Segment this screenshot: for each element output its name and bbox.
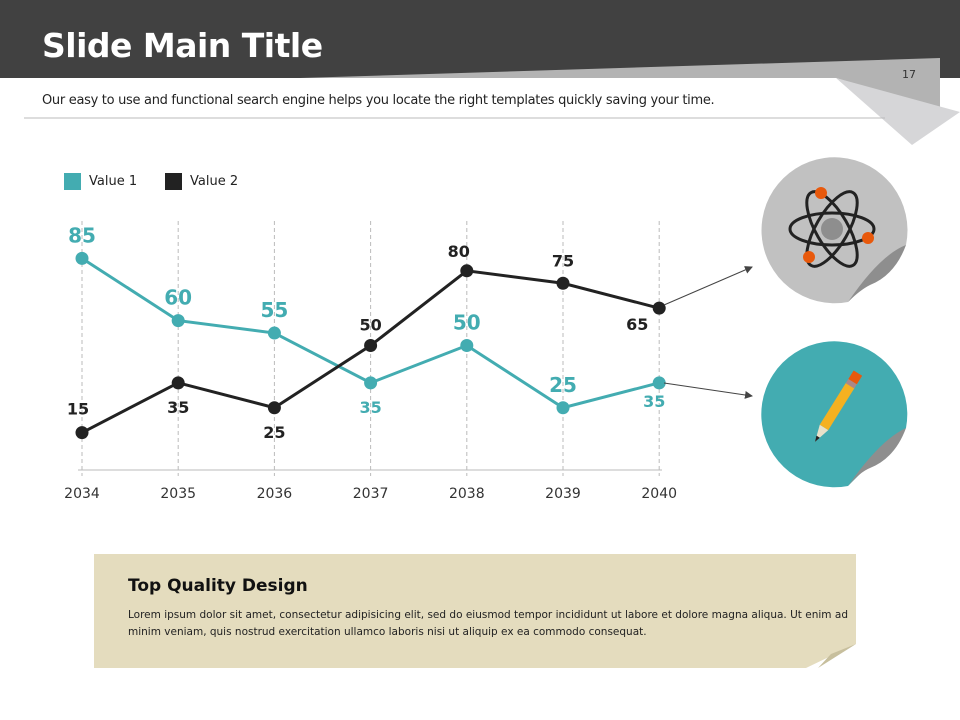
- arrow-to-pencil: [663, 382, 753, 399]
- data-label: 50: [359, 316, 381, 335]
- legend-value1: Value 1: [64, 173, 137, 190]
- legend-label: Value 1: [89, 174, 138, 189]
- data-point: [171, 376, 185, 390]
- data-point: [267, 326, 281, 340]
- data-label: 65: [626, 315, 648, 334]
- data-label: 35: [359, 398, 381, 417]
- pencil-sticker: [761, 341, 908, 488]
- textbox-heading: Top Quality Design: [128, 576, 308, 596]
- data-point: [652, 376, 666, 390]
- data-label: 35: [167, 398, 189, 417]
- data-point: [364, 339, 378, 352]
- x-tick-label: 2035: [160, 486, 196, 502]
- page-number: 17: [902, 68, 916, 81]
- legend-label: Value 2: [190, 174, 239, 189]
- data-label: 25: [549, 373, 577, 397]
- x-tick-label: 2034: [64, 486, 100, 502]
- data-label: 35: [643, 392, 665, 411]
- data-point: [556, 276, 570, 290]
- page-title: Slide Main Title: [42, 26, 323, 65]
- textbox-body: Lorem ipsum dolor sit amet, consectetur …: [128, 609, 848, 638]
- data-label: 60: [164, 286, 192, 310]
- legend-swatch: [64, 173, 81, 190]
- data-label: 85: [68, 223, 96, 247]
- x-tick-label: 2038: [449, 486, 485, 502]
- page-curl: [806, 644, 856, 668]
- data-label: 75: [552, 251, 574, 270]
- atom-icon: [788, 187, 876, 268]
- data-label: 25: [263, 423, 285, 442]
- arrow-to-atom: [663, 266, 753, 306]
- data-label: 55: [260, 298, 288, 322]
- text-box: Top Quality Design Lorem ipsum dolor sit…: [94, 554, 856, 668]
- data-point: [652, 301, 666, 315]
- data-point: [460, 339, 474, 352]
- data-point: [364, 376, 378, 390]
- data-point: [460, 264, 474, 278]
- data-point: [75, 426, 89, 440]
- data-point: [171, 314, 185, 328]
- data-point: [267, 401, 281, 415]
- pencil-icon: [814, 370, 863, 442]
- x-tick-label: 2039: [545, 486, 581, 502]
- x-tick-label: 2037: [353, 486, 389, 502]
- data-label: 50: [453, 311, 481, 335]
- atom-sticker: [761, 157, 908, 304]
- data-point: [556, 401, 570, 415]
- x-tick-label: 2040: [641, 486, 677, 502]
- legend-value2: Value 2: [165, 173, 238, 190]
- data-label: 80: [448, 242, 470, 261]
- legend-swatch: [165, 173, 182, 190]
- x-tick-label: 2036: [257, 486, 293, 502]
- subtitle: Our easy to use and functional search en…: [42, 93, 715, 108]
- data-point: [75, 251, 89, 265]
- data-label: 15: [67, 400, 89, 419]
